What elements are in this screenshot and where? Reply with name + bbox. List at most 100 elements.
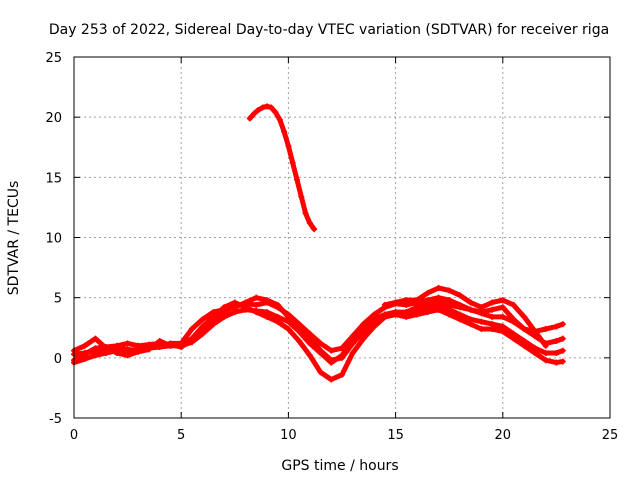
data-point [135,346,142,353]
data-point [92,345,99,352]
data-point [360,335,367,342]
data-point [424,309,431,316]
data-point [553,323,560,330]
chart-title: Day 253 of 2022, Sidereal Day-to-day VTE… [49,22,609,38]
data-point [199,316,206,323]
data-point [478,318,485,325]
data-point [489,306,496,313]
data-point [553,337,560,344]
data-point [531,328,538,335]
data-point [435,306,442,313]
plot-frame [73,56,611,419]
data-point [499,304,506,311]
data-point [210,309,217,316]
data-point [553,350,560,357]
data-point [317,340,324,347]
data-point [559,321,566,328]
data-point [499,313,506,320]
data-point [146,344,153,351]
x-tick-label: 10 [280,428,297,443]
data-point [349,350,356,357]
data-point [285,325,292,332]
data-point [510,335,517,342]
data-point [274,318,281,325]
data-point [289,159,296,166]
data-point [81,356,88,363]
data-point [542,342,549,349]
data-point [424,289,431,296]
data-point [124,348,131,355]
data-point [317,369,324,376]
data-point [253,294,260,301]
data-point [253,301,260,308]
data-point [478,325,485,332]
data-point [456,316,463,323]
data-point [403,297,410,304]
data-point [499,297,506,304]
series-sat-d [71,294,566,366]
data-point [446,287,453,294]
data-point [246,115,253,122]
data-point [478,304,485,311]
data-point [263,313,270,320]
data-point [103,350,110,357]
data-point [242,299,249,306]
data-point [467,321,474,328]
data-point [414,311,421,318]
y-tick-label: 25 [45,51,62,66]
data-point [349,340,356,347]
data-point [263,103,270,110]
data-point [188,325,195,332]
data-point [499,328,506,335]
data-point [559,335,566,342]
y-tick-label: 5 [54,292,62,307]
data-point [435,285,442,292]
data-point [446,301,453,308]
data-point [542,350,549,357]
data-point [559,358,566,365]
series-trace [247,103,317,232]
data-point [392,309,399,316]
data-point [559,347,566,354]
y-tick-label: 15 [45,171,62,186]
data-point [328,357,335,364]
data-point [467,306,474,313]
data-point [339,371,345,378]
data-point [371,311,378,318]
data-point [424,301,431,308]
data-point [414,304,421,311]
data-point [542,325,549,332]
data-layer [71,103,566,383]
grid-lines [74,57,610,418]
x-tick-label: 25 [602,428,619,443]
data-point [253,309,260,316]
y-tick-label: 20 [45,111,62,126]
data-point [328,347,335,354]
data-point [328,376,335,383]
data-point [306,335,313,342]
data-point [489,299,496,306]
x-tick-label: 5 [177,428,185,443]
data-point [285,313,292,320]
data-point [272,109,279,116]
x-tick-label: 0 [70,428,78,443]
data-point [263,297,270,304]
data-point [92,335,99,342]
data-point [317,347,324,354]
series-trace [382,285,549,349]
data-point [339,345,345,352]
y-tick-label: 0 [54,352,62,367]
data-point [521,313,528,320]
data-point [360,328,367,335]
data-point [489,313,496,320]
data-point [521,342,528,349]
data-point [510,316,517,323]
data-point [510,301,517,308]
data-point [251,110,258,117]
x-axis-label: GPS time / hours [281,458,398,474]
data-point [360,321,367,328]
data-point [274,301,281,308]
data-point [285,143,292,150]
x-tick-label: 15 [387,428,404,443]
data-point [467,299,474,306]
